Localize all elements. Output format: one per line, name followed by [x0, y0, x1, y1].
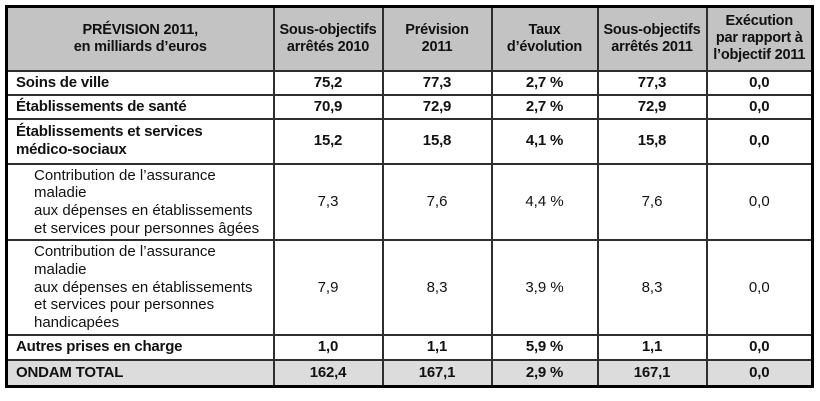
table-row-contribution-personnes-agees: Contribution de l’assurance maladie aux …: [5, 162, 814, 242]
header-cell-prevision-2011: Prévision 2011: [381, 5, 493, 72]
cell-value: 0,0: [705, 333, 814, 361]
cell-value: 167,1: [381, 358, 493, 388]
cell-value: 72,9: [596, 93, 708, 120]
header-cell-execution-objectif: Exécution par rapport à l’objectif 2011: [705, 5, 814, 72]
table-row-ondam-total: ONDAM TOTAL 162,4 167,1 2,9 % 167,1 0,0: [5, 358, 814, 388]
cell-value: 167,1: [596, 358, 708, 388]
table-row-soins-de-ville: Soins de ville 75,2 77,3 2,7 % 77,3 0,0: [5, 69, 814, 96]
header-cell-taux-evolution: Taux d’évolution: [490, 5, 599, 72]
table-row-etablissements-sante: Établissements de santé 70,9 72,9 2,7 % …: [5, 93, 814, 120]
table-header: PRÉVISION 2011, en milliards d’euros Sou…: [5, 5, 814, 72]
row-label: Établissements et services médico-sociau…: [5, 117, 275, 165]
row-label: Contribution de l’assurance maladie aux …: [5, 162, 275, 242]
header-row: PRÉVISION 2011, en milliards d’euros Sou…: [5, 5, 814, 72]
row-label: Contribution de l’assurance maladie aux …: [5, 239, 275, 336]
cell-value: 8,3: [596, 239, 708, 336]
cell-value: 2,7 %: [490, 69, 599, 96]
cell-value: 8,3: [381, 239, 493, 336]
cell-value: 1,1: [381, 333, 493, 361]
table-row-contribution-personnes-handicapees: Contribution de l’assurance maladie aux …: [5, 239, 814, 336]
cell-value: 77,3: [596, 69, 708, 96]
table-row-medico-sociaux: Établissements et services médico-sociau…: [5, 117, 814, 165]
table-row-autres-prises-en-charge: Autres prises en charge 1,0 1,1 5,9 % 1,…: [5, 333, 814, 361]
cell-value: 0,0: [705, 93, 814, 120]
cell-value: 75,2: [272, 69, 384, 96]
cell-value: 7,9: [272, 239, 384, 336]
cell-value: 0,0: [705, 358, 814, 388]
cell-value: 2,7 %: [490, 93, 599, 120]
cell-value: 1,1: [596, 333, 708, 361]
cell-value: 0,0: [705, 117, 814, 165]
cell-value: 3,9 %: [490, 239, 599, 336]
ondam-forecast-table: PRÉVISION 2011, en milliards d’euros Sou…: [5, 5, 814, 389]
cell-value: 4,4 %: [490, 162, 599, 242]
cell-value: 15,8: [381, 117, 493, 165]
cell-value: 7,3: [272, 162, 384, 242]
table-body: Soins de ville 75,2 77,3 2,7 % 77,3 0,0 …: [5, 69, 814, 388]
cell-value: 7,6: [381, 162, 493, 242]
cell-value: 4,1 %: [490, 117, 599, 165]
row-label: Autres prises en charge: [5, 333, 275, 361]
header-cell-title: PRÉVISION 2011, en milliards d’euros: [5, 5, 275, 72]
cell-value: 70,9: [272, 93, 384, 120]
cell-value: 7,6: [596, 162, 708, 242]
cell-value: 77,3: [381, 69, 493, 96]
row-label: Soins de ville: [5, 69, 275, 96]
cell-value: 2,9 %: [490, 358, 599, 388]
row-label: Établissements de santé: [5, 93, 275, 120]
cell-value: 15,2: [272, 117, 384, 165]
header-cell-sous-objectifs-2010: Sous-objectifs arrêtés 2010: [272, 5, 384, 72]
cell-value: 5,9 %: [490, 333, 599, 361]
cell-value: 1,0: [272, 333, 384, 361]
cell-value: 15,8: [596, 117, 708, 165]
cell-value: 0,0: [705, 239, 814, 336]
cell-value: 0,0: [705, 162, 814, 242]
cell-value: 162,4: [272, 358, 384, 388]
row-label: ONDAM TOTAL: [5, 358, 275, 388]
cell-value: 72,9: [381, 93, 493, 120]
cell-value: 0,0: [705, 69, 814, 96]
header-cell-sous-objectifs-2011: Sous-objectifs arrêtés 2011: [596, 5, 708, 72]
